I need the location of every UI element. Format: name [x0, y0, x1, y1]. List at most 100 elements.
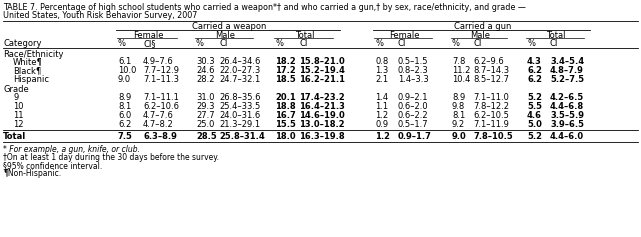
- Text: 0.6–2.2: 0.6–2.2: [398, 111, 429, 120]
- Text: %: %: [118, 39, 126, 48]
- Text: 25.8–31.4: 25.8–31.4: [219, 132, 265, 141]
- Text: 4.9–7.6: 4.9–7.6: [143, 57, 174, 66]
- Text: 7.8: 7.8: [452, 57, 465, 66]
- Text: 6.1: 6.1: [118, 57, 131, 66]
- Text: TABLE 7. Percentage of high school students who carried a weapon*† and who carri: TABLE 7. Percentage of high school stude…: [3, 3, 526, 12]
- Text: 6.2–10.6: 6.2–10.6: [143, 102, 179, 111]
- Text: 7.8–12.2: 7.8–12.2: [473, 102, 509, 111]
- Text: 2.1: 2.1: [375, 75, 388, 84]
- Text: 4.6: 4.6: [527, 111, 542, 120]
- Text: 9.0: 9.0: [452, 132, 467, 141]
- Text: Grade: Grade: [3, 85, 29, 94]
- Text: 7.1–11.1: 7.1–11.1: [143, 93, 179, 102]
- Text: 16.7: 16.7: [275, 111, 296, 120]
- Text: 6.0: 6.0: [118, 111, 131, 120]
- Text: 13.0–18.2: 13.0–18.2: [299, 120, 345, 129]
- Text: Carried a gun: Carried a gun: [454, 22, 511, 31]
- Text: 8.9: 8.9: [452, 93, 465, 102]
- Text: CI§: CI§: [143, 39, 156, 48]
- Text: CI: CI: [550, 39, 558, 48]
- Text: 15.2–19.4: 15.2–19.4: [299, 66, 345, 75]
- Text: 0.9–1.7: 0.9–1.7: [398, 132, 432, 141]
- Text: 25.4–33.5: 25.4–33.5: [219, 102, 260, 111]
- Text: %: %: [196, 39, 204, 48]
- Text: 7.1–11.9: 7.1–11.9: [473, 120, 509, 129]
- Text: 26.4–34.6: 26.4–34.6: [219, 57, 260, 66]
- Text: 4.8–7.9: 4.8–7.9: [550, 66, 584, 75]
- Text: 16.4–21.3: 16.4–21.3: [299, 102, 345, 111]
- Text: 4.2–6.5: 4.2–6.5: [550, 93, 584, 102]
- Text: 17.2: 17.2: [275, 66, 296, 75]
- Text: * For example, a gun, knife, or club.: * For example, a gun, knife, or club.: [3, 145, 140, 154]
- Text: White¶: White¶: [13, 57, 43, 66]
- Text: 1.3: 1.3: [375, 66, 388, 75]
- Text: %: %: [275, 39, 283, 48]
- Text: §95% confidence interval.: §95% confidence interval.: [3, 161, 103, 170]
- Text: 15.5: 15.5: [275, 120, 296, 129]
- Text: 5.5: 5.5: [527, 102, 542, 111]
- Text: 3.9–6.5: 3.9–6.5: [550, 120, 584, 129]
- Text: 9.0: 9.0: [118, 75, 131, 84]
- Text: 0.5–1.7: 0.5–1.7: [398, 120, 429, 129]
- Text: 6.2–10.5: 6.2–10.5: [473, 111, 509, 120]
- Text: Female: Female: [133, 31, 163, 40]
- Text: Hispanic: Hispanic: [13, 75, 49, 84]
- Text: 15.8–21.0: 15.8–21.0: [299, 57, 345, 66]
- Text: 31.0: 31.0: [196, 93, 215, 102]
- Text: Black¶: Black¶: [13, 66, 41, 75]
- Text: 0.6–2.0: 0.6–2.0: [398, 102, 429, 111]
- Text: 0.8: 0.8: [375, 57, 388, 66]
- Text: 6.2: 6.2: [118, 120, 131, 129]
- Text: 9: 9: [13, 93, 18, 102]
- Text: 3.5–5.9: 3.5–5.9: [550, 111, 584, 120]
- Text: 6.3–8.9: 6.3–8.9: [143, 132, 177, 141]
- Text: 4.7–7.6: 4.7–7.6: [143, 111, 174, 120]
- Text: 22.0–27.3: 22.0–27.3: [219, 66, 260, 75]
- Text: 7.7–12.9: 7.7–12.9: [143, 66, 179, 75]
- Text: 1.2: 1.2: [375, 111, 388, 120]
- Text: %: %: [452, 39, 460, 48]
- Text: 26.8–35.6: 26.8–35.6: [219, 93, 260, 102]
- Text: United States, Youth Risk Behavior Survey, 2007: United States, Youth Risk Behavior Surve…: [3, 11, 197, 20]
- Text: 21.3–29.1: 21.3–29.1: [219, 120, 260, 129]
- Text: 16.2–21.1: 16.2–21.1: [299, 75, 345, 84]
- Text: 4.4–6.0: 4.4–6.0: [550, 132, 584, 141]
- Text: 12: 12: [13, 120, 24, 129]
- Text: 5.2: 5.2: [527, 93, 542, 102]
- Text: 5.2–7.5: 5.2–7.5: [550, 75, 584, 84]
- Text: 6.2–9.6: 6.2–9.6: [473, 57, 504, 66]
- Text: 4.7–8.2: 4.7–8.2: [143, 120, 174, 129]
- Text: 6.2: 6.2: [527, 66, 542, 75]
- Text: 10.4: 10.4: [452, 75, 470, 84]
- Text: 10.0: 10.0: [118, 66, 137, 75]
- Text: 29.3: 29.3: [196, 102, 215, 111]
- Text: CI: CI: [473, 39, 481, 48]
- Text: 9.2: 9.2: [452, 120, 465, 129]
- Text: 0.9–2.1: 0.9–2.1: [398, 93, 428, 102]
- Text: Total: Total: [546, 31, 566, 40]
- Text: 4.4–6.8: 4.4–6.8: [550, 102, 584, 111]
- Text: 8.1: 8.1: [452, 111, 465, 120]
- Text: CI: CI: [219, 39, 228, 48]
- Text: Total: Total: [295, 31, 314, 40]
- Text: 18.8: 18.8: [275, 102, 296, 111]
- Text: 24.6: 24.6: [196, 66, 215, 75]
- Text: 18.2: 18.2: [275, 57, 296, 66]
- Text: 27.7: 27.7: [196, 111, 215, 120]
- Text: 8.7–14.3: 8.7–14.3: [473, 66, 509, 75]
- Text: †On at least 1 day during the 30 days before the survey.: †On at least 1 day during the 30 days be…: [3, 153, 219, 162]
- Text: 8.5–12.7: 8.5–12.7: [473, 75, 509, 84]
- Text: 7.1–11.3: 7.1–11.3: [143, 75, 179, 84]
- Text: Total: Total: [3, 132, 26, 141]
- Text: 25.0: 25.0: [196, 120, 214, 129]
- Text: 7.1–11.0: 7.1–11.0: [473, 93, 509, 102]
- Text: 18.0: 18.0: [275, 132, 296, 141]
- Text: Male: Male: [470, 31, 490, 40]
- Text: 0.5–1.5: 0.5–1.5: [398, 57, 428, 66]
- Text: 16.3–19.8: 16.3–19.8: [299, 132, 345, 141]
- Text: 7.5: 7.5: [118, 132, 133, 141]
- Text: 1.1: 1.1: [375, 102, 388, 111]
- Text: 7.8–10.5: 7.8–10.5: [473, 132, 513, 141]
- Text: CI: CI: [398, 39, 406, 48]
- Text: 24.7–32.1: 24.7–32.1: [219, 75, 260, 84]
